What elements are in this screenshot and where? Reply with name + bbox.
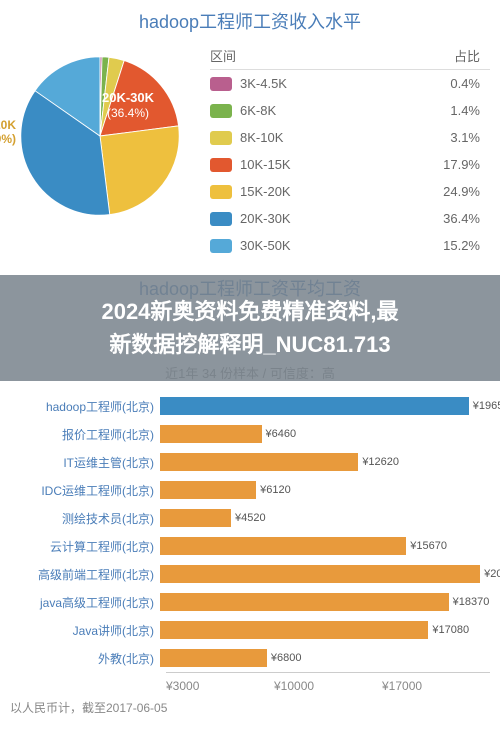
hbar-label: IDC运维工程师(北京) [10, 482, 160, 499]
hbar-value: ¥12620 [358, 453, 399, 471]
legend-row: 30K-50K 15.2% [210, 232, 490, 259]
hbar-value: ¥6120 [256, 481, 291, 499]
legend-rows: 3K-4.5K 0.4% 6K-8K 1.4% 8K-10K 3.1% 10K-… [210, 70, 490, 259]
hbar-fill [160, 425, 262, 443]
hbar-label: hadoop工程师(北京) [10, 398, 160, 415]
hbar-row: 测绘技术员(北京) ¥4520 [10, 504, 490, 532]
hbar-track: ¥17080 [160, 621, 490, 639]
overlay-banner: 2024新奥资料免费精准资料,最 新数据挖解释明_NUC81.713 [0, 275, 500, 381]
hbar-fill [160, 397, 469, 415]
legend-swatch [210, 77, 232, 91]
hbar-label: 云计算工程师(北京) [10, 538, 160, 555]
legend-swatch [210, 185, 232, 199]
hbar-value: ¥18370 [449, 593, 490, 611]
legend-row: 20K-30K 36.4% [210, 205, 490, 232]
hbar-value: ¥17080 [428, 621, 469, 639]
pie-svg [10, 46, 190, 226]
hbar-row: hadoop工程师(北京) ¥19650 [10, 392, 490, 420]
hbar-value: ¥19650 [469, 397, 500, 415]
hbar-fill [160, 649, 267, 667]
legend-swatch [210, 131, 232, 145]
legend-row: 8K-10K 3.1% [210, 124, 490, 151]
hbar-value: ¥6460 [262, 425, 297, 443]
hbar-row: IT运维主管(北京) ¥12620 [10, 448, 490, 476]
hbar-fill [160, 509, 231, 527]
hbar-fill [160, 565, 480, 583]
hbar-fill [160, 621, 428, 639]
hbar-track: ¥6120 [160, 481, 490, 499]
pie-label-side: 15K-20K(24.9%) [0, 118, 16, 147]
hbar-row: Java讲师(北京) ¥17080 [10, 616, 490, 644]
hbar-chart: hadoop工程师(北京) ¥19650 报价工程师(北京) ¥6460 IT运… [0, 392, 500, 693]
legend-pct: 24.9% [430, 184, 490, 199]
hbar-row: 外教(北京) ¥6800 [10, 644, 490, 672]
legend-row: 6K-8K 1.4% [210, 97, 490, 124]
legend-swatch [210, 104, 232, 118]
hbar-label: Java讲师(北京) [10, 622, 160, 639]
legend-row: 10K-15K 17.9% [210, 151, 490, 178]
hbar-track: ¥18370 [160, 593, 490, 611]
legend-pct: 3.1% [430, 130, 490, 145]
pie-section: 20K-30K(36.4%) 15K-20K(24.9%) 区间 占比 3K-4… [0, 46, 500, 271]
legend-pct: 0.4% [430, 76, 490, 91]
hbar-track: ¥6800 [160, 649, 490, 667]
hbar-rows: hadoop工程师(北京) ¥19650 报价工程师(北京) ¥6460 IT运… [10, 392, 490, 672]
hbar-track: ¥20370 [160, 565, 490, 583]
pie-chart: 20K-30K(36.4%) 15K-20K(24.9%) [10, 46, 190, 226]
hbar-value: ¥15670 [406, 537, 447, 555]
legend-swatch [210, 239, 232, 253]
hbar-label: java高级工程师(北京) [10, 594, 160, 611]
hbar-fill [160, 593, 449, 611]
legend-swatch [210, 158, 232, 172]
footnote: 以人民币计，截至2017-06-05 [0, 693, 500, 722]
legend-range: 6K-8K [240, 103, 430, 118]
legend-pct: 15.2% [430, 238, 490, 253]
hbar-fill [160, 537, 406, 555]
legend-range: 15K-20K [240, 184, 430, 199]
legend-range: 8K-10K [240, 130, 430, 145]
legend-row: 3K-4.5K 0.4% [210, 70, 490, 97]
legend-pct: 17.9% [430, 157, 490, 172]
pie-label-main: 20K-30K(36.4%) [102, 90, 154, 120]
hbar-row: 云计算工程师(北京) ¥15670 [10, 532, 490, 560]
legend-pct: 1.4% [430, 103, 490, 118]
hbar-track: ¥4520 [160, 509, 490, 527]
hbar-fill [160, 481, 256, 499]
hbar-track: ¥12620 [160, 453, 490, 471]
pie-legend: 区间 占比 3K-4.5K 0.4% 6K-8K 1.4% 8K-10K 3.1… [210, 46, 490, 259]
hbar-track: ¥15670 [160, 537, 490, 555]
x-axis: ¥3000 ¥10000 ¥17000 [166, 672, 490, 693]
legend-range: 3K-4.5K [240, 76, 430, 91]
legend-range: 20K-30K [240, 211, 430, 226]
hbar-track: ¥6460 [160, 425, 490, 443]
hbar-label: 测绘技术员(北京) [10, 510, 160, 527]
hbar-row: java高级工程师(北京) ¥18370 [10, 588, 490, 616]
hbar-row: 报价工程师(北京) ¥6460 [10, 420, 490, 448]
hbar-fill [160, 453, 358, 471]
hbar-track: ¥19650 [160, 397, 490, 415]
top-title: hadoop工程师工资收入水平 [0, 0, 500, 46]
legend-pct: 36.4% [430, 211, 490, 226]
hbar-value: ¥20370 [480, 565, 500, 583]
hbar-row: 高级前端工程师(北京) ¥20370 [10, 560, 490, 588]
hbar-label: 外教(北京) [10, 650, 160, 667]
legend-header: 区间 占比 [210, 46, 490, 70]
hbar-label: IT运维主管(北京) [10, 454, 160, 471]
legend-swatch [210, 212, 232, 226]
legend-row: 15K-20K 24.9% [210, 178, 490, 205]
legend-range: 30K-50K [240, 238, 430, 253]
hbar-row: IDC运维工程师(北京) ¥6120 [10, 476, 490, 504]
legend-range: 10K-15K [240, 157, 430, 172]
hbar-value: ¥6800 [267, 649, 302, 667]
hbar-label: 报价工程师(北京) [10, 426, 160, 443]
hbar-label: 高级前端工程师(北京) [10, 566, 160, 583]
hbar-value: ¥4520 [231, 509, 266, 527]
